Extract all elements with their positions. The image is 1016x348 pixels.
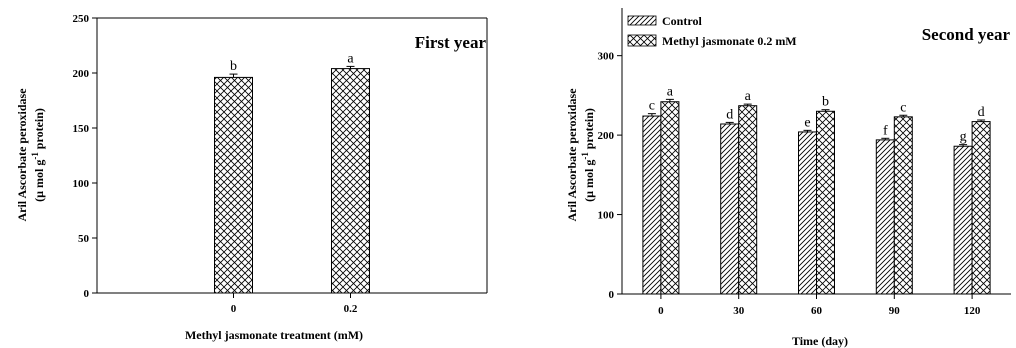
second-year-control-bar-0	[642, 115, 662, 295]
second-year-y-tick-label: 300	[598, 51, 615, 63]
second-year-significance-letter: d	[978, 105, 985, 120]
first-year-title: First year	[415, 33, 487, 52]
first-year-y-tick-label: 150	[73, 123, 90, 135]
second-year-title: Second year	[922, 25, 1011, 44]
first-year-significance-letter: b	[230, 59, 237, 74]
first-year-x-tick-label: 0.2	[344, 303, 358, 315]
first-year-y-tick-label: 250	[73, 13, 90, 25]
first-year-x-tick-label: 0	[231, 303, 237, 315]
first-year-y-tick-label: 100	[73, 178, 90, 190]
second-year-methyl-jasmonate-bar-120	[971, 121, 991, 295]
second-year-control-bar-60	[798, 131, 817, 295]
second-year-y-label-line1: Aril Ascorbate peroxidase	[565, 88, 579, 222]
second-year-significance-letter: a	[745, 89, 752, 104]
first-year-y-label-line1: Aril Ascorbate peroxidase	[15, 88, 29, 222]
second-year-methyl-jasmonate-bar-60	[816, 110, 835, 295]
legend: Control Methyl jasmonate 0.2 mM	[627, 14, 797, 48]
second-year-x-tick-label: 90	[889, 305, 901, 317]
first-year-y-label-line2: (µ mol g-1 protein)	[30, 108, 46, 202]
second-year-methyl-jasmonate-bar-30	[738, 105, 758, 295]
second-year-x-tick-label: 120	[964, 305, 981, 317]
second-year-y-axis-label: Aril Ascorbate peroxidase (µ mol g-1 pro…	[565, 88, 596, 222]
second-year-significance-letter: c	[900, 100, 906, 115]
second-year-y-tick-label: 100	[598, 210, 615, 222]
legend-swatch-control	[627, 15, 657, 26]
first-year-significance-letter: a	[347, 51, 354, 66]
second-year-significance-letter: c	[649, 99, 655, 114]
second-year-x-tick-label: 0	[658, 305, 664, 317]
second-year-x-tick-label: 60	[811, 305, 823, 317]
first-year-bar-0.2	[331, 68, 370, 294]
second-year-significance-letter: b	[822, 95, 829, 110]
first-year-y-axis-label: Aril Ascorbate peroxidase (µ mol g-1 pro…	[15, 88, 46, 222]
second-year-methyl-jasmonate-bar-0	[660, 101, 680, 295]
second-year-significance-letter: g	[960, 130, 967, 145]
second-year-significance-letter: a	[667, 84, 674, 99]
second-year-x-axis-label: Time (day)	[792, 334, 848, 348]
legend-label-control: Control	[662, 14, 702, 28]
second-year-significance-letter: d	[726, 107, 733, 122]
second-year-y-tick-label: 0	[609, 289, 615, 301]
first-year-y-tick-label: 200	[73, 68, 90, 80]
second-year-significance-letter: f	[883, 123, 888, 138]
second-year-control-bar-30	[720, 123, 740, 295]
second-year-y-label-line2: (µ mol g-1 protein)	[580, 108, 596, 202]
second-year-control-bar-120	[953, 145, 973, 295]
second-year-control-bar-90	[875, 139, 895, 295]
first-year-chart: 0 50 100 150 200 250 b 0 a 0.2 First year Methyl …	[15, 13, 488, 342]
first-year-y-tick-label: 0	[84, 288, 90, 300]
first-year-x-axis-label: Methyl jasmonate treatment (mM)	[185, 328, 363, 342]
first-year-y-tick-label: 50	[78, 233, 90, 245]
legend-swatch-methyl-jasmonate	[627, 34, 657, 47]
first-year-bar-0	[214, 76, 253, 294]
second-year-significance-letter: e	[804, 115, 810, 130]
second-year-methyl-jasmonate-bar-90	[893, 116, 913, 295]
second-year-x-tick-label: 30	[733, 305, 745, 317]
legend-label-methyl-jasmonate: Methyl jasmonate 0.2 mM	[662, 34, 797, 48]
second-year-y-tick-label: 200	[598, 130, 615, 142]
